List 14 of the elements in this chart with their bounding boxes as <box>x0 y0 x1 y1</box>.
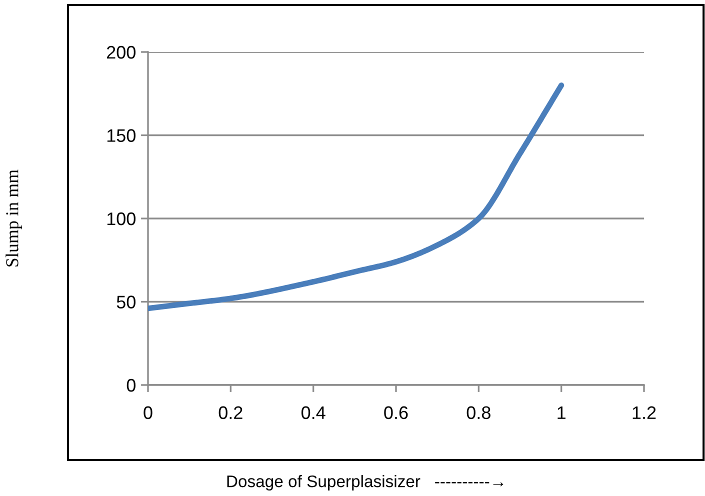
x-tick-label: 0.4 <box>301 406 326 420</box>
y-tick-label: 50 <box>116 296 136 308</box>
x-tick-label: 0 <box>144 406 152 420</box>
y-tick-label: 200 <box>106 46 136 59</box>
x-tick-label: 0.2 <box>218 406 242 420</box>
y-tick-label: 0 <box>126 378 136 392</box>
x-tick-label: 0.8 <box>466 406 490 420</box>
x-tick-label: 1 <box>558 406 566 419</box>
x-tick-label: 0.6 <box>384 406 408 420</box>
y-tick-label: 100 <box>107 212 136 226</box>
y-axis-title: Slump in mm <box>6 170 22 266</box>
x-tick-label: 1.2 <box>632 406 656 419</box>
y-tick-label: 150 <box>107 129 136 142</box>
x-axis-title: Dosage of Superplasisizer ----------→ <box>227 475 504 491</box>
